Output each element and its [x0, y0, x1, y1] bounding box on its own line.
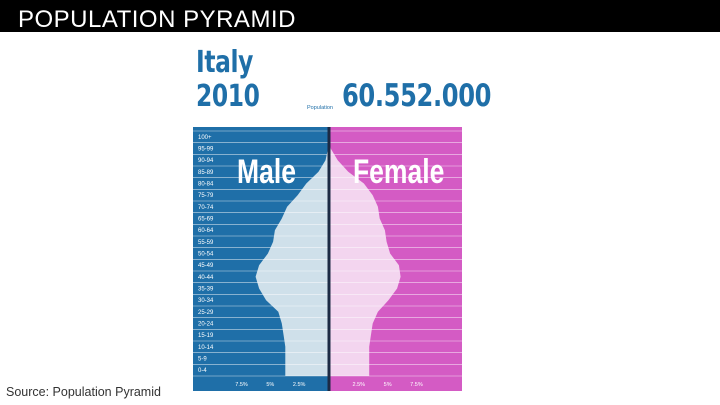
- x-tick-label-right: 2.5%: [353, 382, 366, 388]
- age-label: 40-44: [198, 275, 214, 281]
- figure-year: 2010: [196, 79, 260, 114]
- slide-title: POPULATION PYRAMID: [18, 6, 296, 33]
- age-label: 65-69: [198, 217, 214, 223]
- age-label: 0-4: [198, 368, 207, 374]
- age-label: 85-89: [198, 170, 214, 176]
- center-divider: [327, 127, 331, 391]
- population-pyramid-figure: Italy 2010 Population 60.552.000 100+ 95-…: [193, 44, 491, 392]
- age-label: 70-74: [198, 205, 214, 211]
- x-tick-label-right: 5%: [384, 382, 392, 388]
- age-label: 50-54: [198, 252, 214, 258]
- x-tick-label-left: 2.5%: [293, 382, 306, 388]
- age-label: 15-19: [198, 333, 214, 339]
- legend-male: Male: [237, 153, 296, 191]
- male-silhouette: [255, 131, 329, 376]
- population-label: Population: [307, 105, 333, 111]
- age-label: 35-39: [198, 287, 214, 293]
- country-name: Italy: [196, 45, 254, 80]
- age-label: 60-64: [198, 228, 214, 234]
- age-label: 25-29: [198, 310, 214, 316]
- age-label: 100+: [198, 135, 212, 141]
- age-label: 10-14: [198, 345, 214, 351]
- age-label: 30-34: [198, 298, 214, 304]
- age-label: 55-59: [198, 240, 214, 246]
- legend-female: Female: [353, 153, 444, 191]
- source-caption: Source: Population Pyramid: [6, 385, 161, 399]
- population-value: 60.552.000: [342, 78, 492, 114]
- age-label: 45-49: [198, 263, 214, 269]
- title-bar: POPULATION PYRAMID: [0, 0, 720, 32]
- age-label: 95-99: [198, 147, 214, 153]
- age-label: 20-24: [198, 322, 214, 328]
- age-label: 80-84: [198, 182, 214, 188]
- female-silhouette: [329, 131, 401, 376]
- x-tick-label-left: 7.5%: [235, 382, 248, 388]
- pyramid-chart: 100+ 95-99 90-94 85-89 80-84 75-79 70-74 65-69 6…: [193, 127, 462, 391]
- age-label: 75-79: [198, 193, 214, 199]
- x-tick-label-left: 5%: [266, 382, 274, 388]
- age-label: 5-9: [198, 357, 207, 363]
- x-tick-label-right: 7.5%: [410, 382, 423, 388]
- age-label: 90-94: [198, 158, 214, 164]
